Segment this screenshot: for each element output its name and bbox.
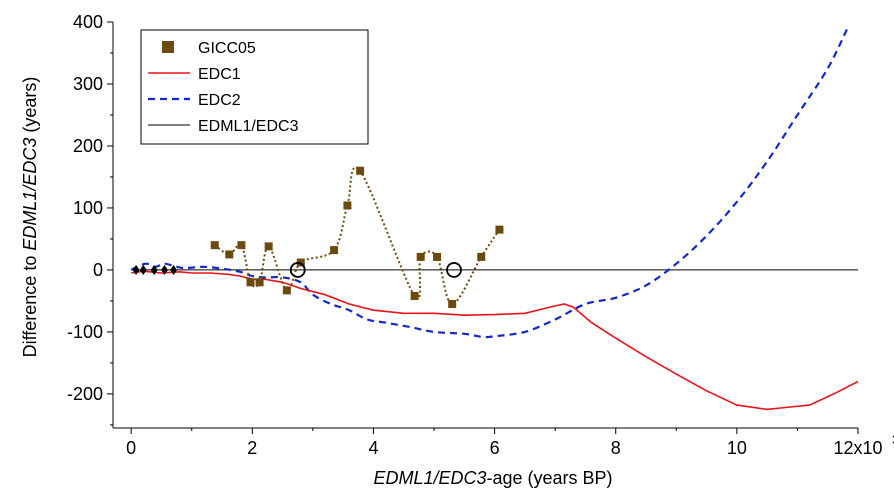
gicc05-point <box>343 201 352 210</box>
gicc05-point <box>356 166 365 175</box>
x-axis-title-italic: EDML1/EDC3 <box>373 468 486 488</box>
y-tick-label: -200 <box>67 384 103 404</box>
gicc05-point <box>246 278 255 287</box>
x-tick-label: 8 <box>611 438 621 458</box>
tie-point-diamond <box>150 264 158 275</box>
tie-point-diamond <box>139 264 147 275</box>
x-axis-title-plain: -age (years BP) <box>487 468 613 488</box>
legend-label: EDML1/EDC3 <box>198 118 299 135</box>
y-tick-label: -100 <box>67 322 103 342</box>
x-tick-label: 2 <box>247 438 257 458</box>
y-axis-title-suffix: (years) <box>20 77 40 138</box>
gicc05-point <box>225 250 234 259</box>
axes: -200 -100 0 100 200 300 400 0 2 4 6 8 10 12x10 3 <box>67 12 894 458</box>
series-gicc05-line <box>214 166 501 306</box>
gicc05-point <box>210 241 219 250</box>
x-tick-label: 0 <box>126 438 136 458</box>
tie-point-diamond <box>170 264 178 275</box>
x-axis-title: EDML1/EDC3-age (years BP) <box>373 468 612 488</box>
tie-point-circle <box>446 262 462 278</box>
x-tick-label: 6 <box>490 438 500 458</box>
gicc05-point <box>255 278 264 287</box>
legend-label: GICC05 <box>198 40 256 57</box>
gicc05-point <box>477 252 486 261</box>
x-tick-label: 4 <box>368 438 378 458</box>
series-edc2-line <box>130 24 850 339</box>
gicc05-point <box>237 241 246 250</box>
y-axis-title-plain: Difference to <box>20 251 40 358</box>
legend-label: EDC1 <box>198 66 241 83</box>
legend: GICC05 EDC1 EDC2 EDML1/EDC3 <box>140 29 369 145</box>
y-tick-label: 0 <box>93 260 103 280</box>
gicc05-point <box>330 246 339 255</box>
gicc05-point <box>495 225 504 234</box>
legend-swatch-gicc05 <box>162 41 174 53</box>
y-tick-label: 100 <box>73 198 103 218</box>
gicc05-point <box>448 300 457 309</box>
x-tick-label: 12x10 <box>833 438 882 458</box>
gicc05-point <box>410 291 419 300</box>
x-tick-exponent: 3 <box>892 432 894 447</box>
series-layer <box>130 24 859 411</box>
y-tick-label: 300 <box>73 74 103 94</box>
gicc05-point <box>433 252 442 261</box>
y-tick-label: 200 <box>73 136 103 156</box>
tie-point-diamond <box>132 264 140 275</box>
y-tick-label: 400 <box>73 12 103 32</box>
legend-label: EDC2 <box>198 92 241 109</box>
y-axis-title: Difference to EDML1/EDC3 (years) <box>20 77 40 358</box>
gicc05-point <box>416 252 425 261</box>
gicc05-point <box>282 286 291 295</box>
gicc05-point <box>264 242 273 251</box>
gicc05-point <box>296 258 305 267</box>
x-tick-label: 10 <box>727 438 747 458</box>
y-axis-title-italic: EDML1/EDC3 <box>20 138 40 251</box>
tie-point-diamond <box>160 264 168 275</box>
marker-layer <box>132 166 504 309</box>
tie-point-circle <box>289 262 306 278</box>
series-edc1-line <box>131 270 859 411</box>
